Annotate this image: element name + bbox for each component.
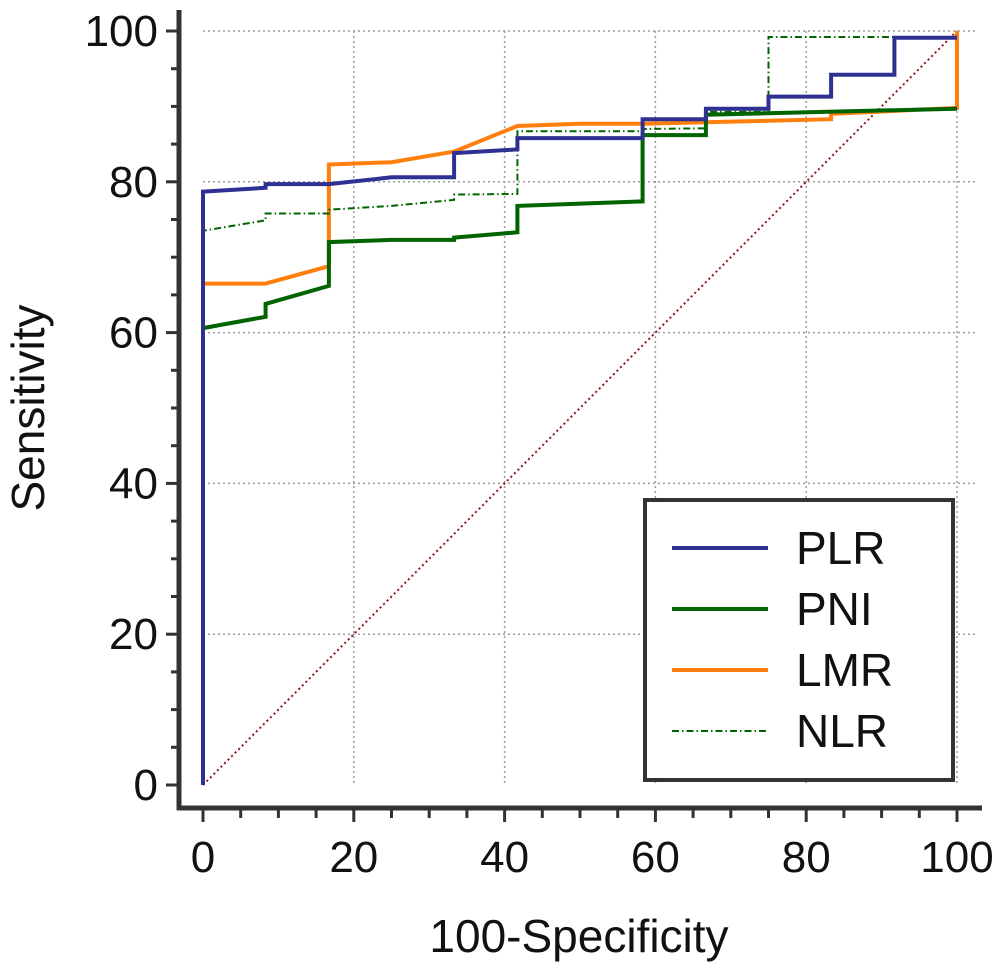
legend: PLR PNI LMR NLR	[643, 498, 955, 782]
y-tick-label: 60	[109, 309, 158, 358]
x-tick-label: 60	[631, 833, 680, 882]
x-tick-label: 40	[480, 833, 529, 882]
y-tick-label: 40	[109, 459, 158, 508]
x-ticks: 0 20 40 60 80 100	[191, 810, 994, 882]
legend-label-plr: PLR	[796, 522, 885, 574]
x-tick-label: 0	[191, 833, 215, 882]
legend-label-nlr: NLR	[796, 705, 888, 757]
y-ticks: 0 20 40 60 80 100	[85, 7, 177, 810]
series-nlr-line	[202, 36, 957, 785]
legend-label-lmr: LMR	[796, 644, 893, 696]
grid	[203, 30, 977, 785]
y-tick-label: 0	[134, 761, 158, 810]
x-tick-label: 100	[920, 833, 993, 882]
y-tick-label: 100	[85, 7, 158, 56]
x-axis-title: 100-Specificity	[429, 910, 728, 962]
series-plr-line	[201, 35, 957, 785]
x-tick-label: 80	[782, 833, 831, 882]
y-tick-label: 20	[109, 610, 158, 659]
legend-label-pni: PNI	[796, 583, 873, 635]
series-lines	[201, 31, 959, 785]
y-axis-title: Sensitivity	[2, 304, 54, 511]
axes	[176, 10, 982, 811]
x-tick-label: 20	[329, 833, 378, 882]
series-pni-line	[201, 106, 958, 785]
y-tick-label: 80	[109, 158, 158, 207]
